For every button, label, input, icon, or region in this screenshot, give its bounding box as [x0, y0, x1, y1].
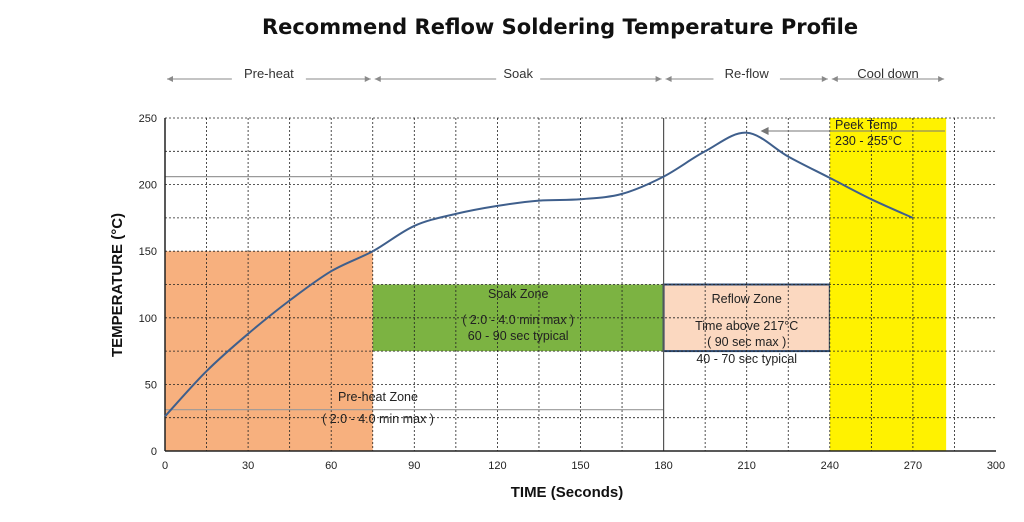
reflow-zone-text: ( 90 sec max ): [707, 335, 786, 349]
x-tick-label: 90: [408, 460, 420, 472]
y-axis-title: TEMPERATURE (°C): [109, 213, 126, 357]
phase-label: Soak: [503, 66, 533, 81]
peak-arrowhead-icon: [760, 127, 769, 135]
x-tick-label: 120: [488, 460, 506, 472]
y-tick-label: 100: [139, 313, 157, 325]
annotations: Peek Temp 230 - 255°C: [760, 118, 945, 148]
x-tick-label: 180: [654, 460, 672, 472]
y-tick-label: 0: [151, 446, 157, 458]
x-tick-label: 60: [325, 460, 337, 472]
y-tick-label: 150: [139, 246, 157, 258]
peak-temp-range: 230 - 255°C: [835, 134, 902, 148]
reference-lines: [165, 118, 665, 451]
phase-label-bg: [713, 69, 780, 83]
reflow-zone-text: 40 - 70 sec typical: [696, 352, 797, 366]
preheat-zone-text: ( 2.0 - 4.0 min max ): [322, 412, 434, 426]
y-tick-label: 200: [139, 180, 157, 192]
phase-label: Pre-heat: [244, 66, 294, 81]
reflow-zone-text: Time above 217°C: [695, 319, 798, 333]
phase-label-bg: [496, 69, 541, 83]
x-tick-label: 240: [821, 460, 839, 472]
peak-temp-label: Peek Temp: [835, 118, 897, 132]
arrowhead-left-icon: [374, 76, 381, 82]
phase-label-bg: [231, 69, 306, 83]
axes: 0 30 60 90 120 150 180 210 240 270 300 0 50 100 150 200…: [139, 113, 1006, 472]
phase-label: Cool down: [857, 66, 918, 81]
phase-re-flow: Re-flow: [665, 66, 828, 83]
preheat-zone-text: Pre-heat Zone: [338, 390, 418, 404]
gridlines: [165, 117, 996, 451]
y-tick-label: 250: [139, 113, 157, 125]
arrowhead-left-icon: [831, 76, 838, 82]
x-tick-label: 300: [987, 460, 1005, 472]
arrowhead-left-icon: [665, 76, 672, 82]
soak-zone-text: ( 2.0 - 4.0 min max ): [462, 313, 574, 327]
x-tick-label: 270: [904, 460, 922, 472]
x-tick-label: 210: [738, 460, 756, 472]
cooldown-zone: [829, 118, 947, 451]
x-axis-title: TIME (Seconds): [511, 484, 624, 501]
x-tick-label: 30: [242, 460, 254, 472]
phase-cool-down: Cool down: [831, 66, 945, 82]
arrowhead-right-icon: [364, 76, 371, 82]
x-tick-label: 0: [162, 460, 168, 472]
arrowhead-right-icon: [821, 76, 828, 82]
arrowhead-left-icon: [167, 76, 173, 82]
phase-pre-heat: Pre-heat: [167, 66, 371, 83]
zone-labels: Soak Zone ( 2.0 - 4.0 min max ) 60 - 90 se…: [322, 287, 798, 426]
phase-soak: Soak: [374, 66, 662, 83]
temperature-curve: [164, 131, 914, 418]
series-layer: [164, 131, 914, 418]
chart-title: Recommend Reflow Soldering Temperature P…: [262, 15, 858, 39]
soak-zone-text: 60 - 90 sec typical: [468, 329, 569, 343]
soak-zone-text: Soak Zone: [488, 287, 549, 301]
arrowhead-right-icon: [938, 76, 945, 82]
x-tick-label: 150: [571, 460, 589, 472]
phase-label: Re-flow: [725, 66, 770, 81]
arrowhead-right-icon: [655, 76, 662, 82]
y-tick-label: 50: [145, 379, 157, 391]
phase-header: Pre-heat Soak Re-flow Cool down: [167, 66, 945, 83]
reflow-zone-text: Reflow Zone: [712, 292, 782, 306]
